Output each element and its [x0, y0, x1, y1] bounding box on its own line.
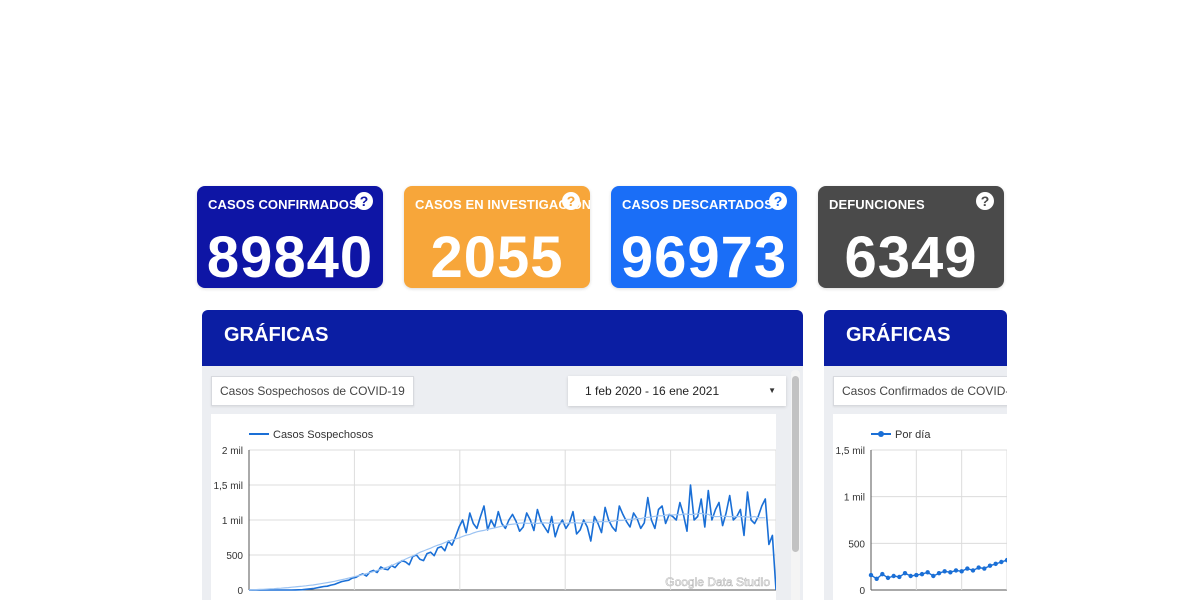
data-point [1004, 557, 1007, 563]
series-line [870, 559, 1007, 580]
y-tick-label: 0 [859, 586, 865, 597]
y-tick-label: 500 [226, 551, 243, 562]
help-icon[interactable]: ? [562, 192, 580, 210]
data-point [999, 559, 1004, 565]
data-point [908, 573, 913, 579]
panel-body: Casos Sospechosos de COVID-19 1 feb 2020… [202, 366, 803, 600]
data-point [953, 568, 959, 573]
chevron-down-icon[interactable]: ▼ [768, 386, 776, 395]
data-point [919, 571, 925, 577]
scrollbar[interactable] [791, 370, 800, 600]
data-point [902, 571, 908, 576]
data-point [993, 561, 998, 567]
graficas-panel-1: GRÁFICAS Casos Sospechosos de COVID-19 1… [202, 310, 803, 600]
card-value: 96973 [620, 225, 788, 289]
panel-title: GRÁFICAS [202, 310, 803, 366]
y-tick-label: 1,5 mil [836, 446, 865, 457]
card-label: DEFUNCIONES [829, 197, 925, 212]
chart-title: Casos Confirmados de COVID-19 [833, 376, 1007, 406]
legend-marker [878, 431, 884, 437]
card-casos-en-investigacion: CASOS EN INVESTIGACIÓN ? 2055 [404, 186, 590, 288]
data-point [976, 565, 981, 570]
card-casos-confirmados: CASOS CONFIRMADOS ? 89840 [197, 186, 383, 288]
series-line [249, 484, 777, 591]
confirmed-cases-chart-svg: 0 500 1 mil 1,5 mil Por día [836, 429, 1007, 597]
data-point [874, 576, 879, 581]
y-tick-label: 500 [848, 539, 865, 550]
data-point [959, 569, 964, 574]
data-point [891, 573, 896, 579]
panel-body: Casos Confirmados de COVID-19 0 500 1 mil 1… [824, 366, 1007, 600]
suspected-cases-chart-svg: 0 500 1 mil 1,5 mil 2 mil Casos Sospechosos Go… [214, 429, 777, 597]
trend-line [248, 512, 766, 591]
data-point [931, 573, 936, 579]
card-label: CASOS EN INVESTIGACIÓN [415, 197, 590, 212]
help-icon[interactable]: ? [976, 192, 994, 210]
chart-title: Casos Sospechosos de COVID-19 [211, 376, 414, 406]
card-value: 89840 [206, 225, 374, 289]
card-label: CASOS CONFIRMADOS [208, 197, 358, 212]
data-point [925, 570, 930, 575]
scrollbar-thumb[interactable] [792, 376, 799, 552]
y-tick-label: 1,5 mil [214, 481, 243, 492]
card-value: 2055 [430, 225, 564, 289]
data-point [965, 566, 970, 571]
date-range-value: 1 feb 2020 - 16 ene 2021 [585, 384, 720, 398]
data-point [880, 571, 885, 577]
data-point [970, 568, 976, 573]
watermark: Google Data Studio [665, 575, 770, 589]
confirmed-cases-chart: 0 500 1 mil 1,5 mil Por día [833, 414, 1007, 600]
data-point [868, 572, 874, 578]
legend-label: Por día [895, 429, 931, 441]
data-point [987, 563, 993, 568]
data-point [885, 575, 891, 581]
suspected-cases-chart: 0 500 1 mil 1,5 mil 2 mil Casos Sospechosos Go… [211, 414, 777, 600]
data-point [897, 574, 902, 580]
panel-title: GRÁFICAS [824, 310, 1007, 366]
data-point [948, 570, 953, 575]
help-icon[interactable]: ? [355, 192, 373, 210]
card-casos-descartados: CASOS DESCARTADOS ? 96973 [611, 186, 797, 288]
legend-label: Casos Sospechosos [273, 429, 374, 441]
y-tick-label: 1 mil [222, 516, 243, 527]
help-icon[interactable]: ? [769, 192, 787, 210]
graficas-panel-2: GRÁFICAS Casos Confirmados de COVID-19 0… [824, 310, 1007, 600]
card-value: 6349 [844, 225, 978, 289]
card-defunciones: DEFUNCIONES ? 6349 [818, 186, 1004, 288]
data-point [942, 569, 947, 574]
card-label: CASOS DESCARTADOS [622, 197, 773, 212]
y-tick-label: 1 mil [844, 493, 865, 504]
data-point [982, 566, 987, 571]
data-point [936, 571, 942, 576]
date-range-picker[interactable]: 1 feb 2020 - 16 ene 2021 ▼ [568, 376, 786, 406]
y-tick-label: 0 [237, 586, 243, 597]
y-tick-label: 2 mil [222, 446, 243, 457]
data-point [914, 572, 919, 578]
